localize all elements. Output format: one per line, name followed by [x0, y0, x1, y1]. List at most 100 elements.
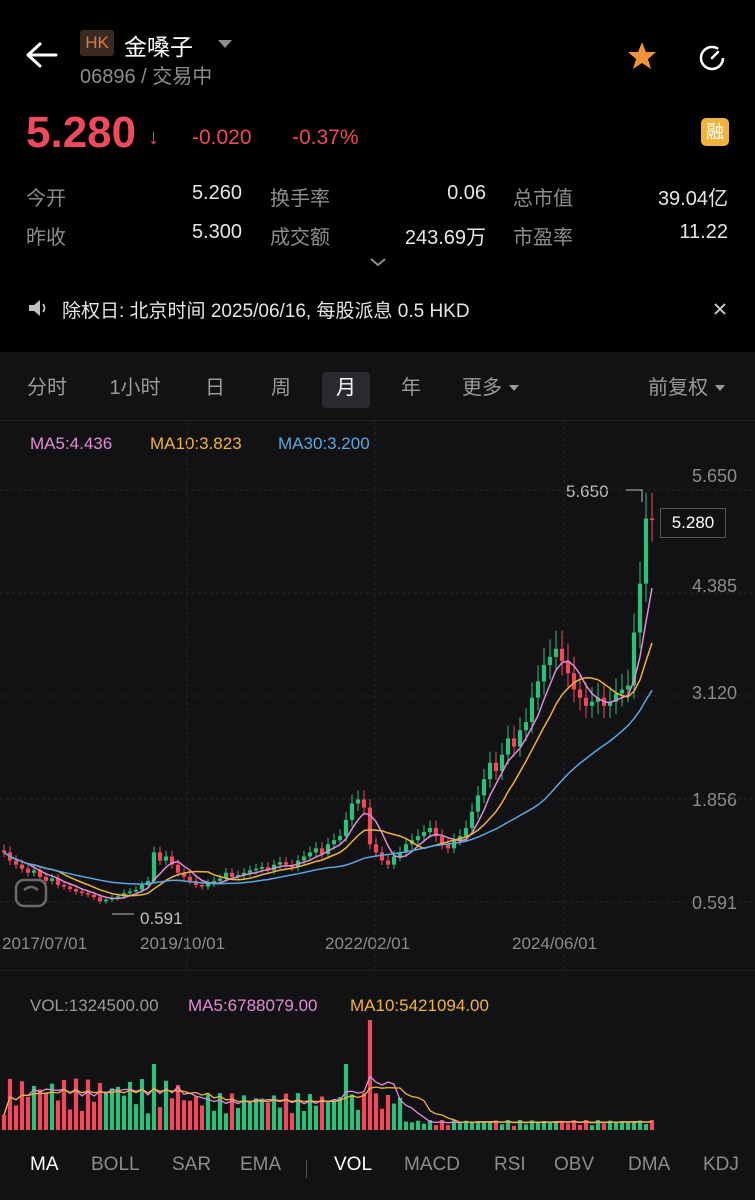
candle-body	[535, 681, 541, 698]
volume-bar	[535, 1123, 541, 1130]
ma5-legend: MA5:4.436	[30, 434, 113, 453]
tab-intraday[interactable]: 分时	[27, 377, 67, 399]
volume-bar	[331, 1100, 337, 1130]
candle-body	[151, 852, 157, 881]
expand-chevron-icon[interactable]	[368, 256, 388, 268]
candle-body	[25, 868, 31, 873]
volume-bar	[25, 1096, 31, 1130]
volume-bar	[85, 1079, 91, 1130]
tab-day[interactable]: 日	[205, 377, 225, 399]
candle-body	[211, 880, 217, 884]
candle-body	[103, 899, 109, 902]
indicator-tab-rsi[interactable]: RSI	[494, 1154, 526, 1175]
stat-turnover-value: 0.06	[447, 182, 486, 204]
ma5-line	[3, 587, 653, 900]
refresh-icon[interactable]	[696, 42, 728, 74]
candle-body	[463, 827, 469, 837]
volume-bar	[115, 1086, 121, 1130]
volume-bar	[217, 1093, 223, 1130]
candle-body	[619, 689, 625, 694]
candlestick-chart[interactable]	[0, 420, 755, 970]
candle-body	[217, 878, 223, 881]
star-icon[interactable]	[626, 40, 658, 72]
candle-body	[589, 701, 595, 706]
volume-bar	[487, 1122, 493, 1130]
volume-bar	[379, 1108, 385, 1130]
price-change-pct: -0.37%	[292, 126, 359, 149]
volume-bar	[127, 1081, 133, 1130]
volume-bar	[1, 1114, 7, 1130]
indicator-tab-dma[interactable]: DMA	[628, 1154, 671, 1175]
volume-bar	[619, 1121, 625, 1130]
indicator-divider	[306, 1160, 307, 1178]
candle-body	[475, 795, 481, 812]
volume-bar	[649, 1120, 655, 1130]
volume-bar	[163, 1080, 169, 1130]
volume-bar	[391, 1103, 397, 1130]
stock-header: HK 金嗓子 06896 / 交易中 5.280 ↓ -0.020 -0.37%…	[0, 0, 755, 340]
indicator-tab-boll[interactable]: BOLL	[91, 1154, 140, 1175]
volume-bar	[211, 1110, 217, 1130]
indicator-tab-kdj[interactable]: KDJ	[703, 1154, 739, 1175]
candle-body	[631, 632, 637, 686]
candle-body	[235, 875, 241, 877]
indicator-tab-macd[interactable]: MACD	[404, 1154, 460, 1175]
volume-bar	[403, 1121, 409, 1130]
adjust-chevron-icon[interactable]	[714, 384, 726, 392]
volume-bar	[259, 1098, 265, 1130]
volume-chart[interactable]	[0, 1020, 755, 1132]
tabs-divider	[0, 420, 755, 421]
candle-body	[139, 884, 145, 890]
volume-bar	[505, 1119, 511, 1130]
volume-bar	[547, 1121, 553, 1130]
candle-body	[163, 856, 169, 861]
volume-bar	[325, 1100, 331, 1130]
candle-body	[199, 884, 205, 887]
indicator-tab-ma[interactable]: MA	[30, 1154, 59, 1175]
indicator-tab-sar[interactable]: SAR	[172, 1154, 212, 1175]
volume-bar	[43, 1092, 49, 1130]
volume-bar	[97, 1082, 103, 1130]
candle-body	[403, 844, 409, 853]
candle-body	[259, 867, 265, 869]
volume-bar	[559, 1120, 565, 1130]
candle-body	[511, 738, 517, 747]
margin-badge[interactable]: 融	[701, 118, 729, 146]
stat-amount-label: 成交额	[270, 227, 330, 249]
candle-body	[115, 896, 121, 899]
indicator-tab-vol[interactable]: VOL	[334, 1154, 373, 1175]
candle-body	[1, 850, 7, 853]
volume-bar	[457, 1123, 463, 1130]
candle-body	[391, 856, 397, 865]
chevron-down-icon[interactable]	[216, 38, 234, 50]
back-arrow-icon[interactable]	[24, 40, 60, 70]
tab-week[interactable]: 周	[271, 377, 291, 399]
candle-body	[187, 876, 193, 881]
volume-bar	[571, 1120, 577, 1130]
tab-1hour[interactable]: 1小时	[109, 377, 161, 399]
candle-body	[637, 583, 643, 633]
high-marker	[626, 489, 643, 502]
candle-body	[145, 880, 151, 885]
volume-bar	[475, 1121, 481, 1130]
volume-bar	[235, 1107, 241, 1130]
candle-body	[127, 891, 133, 894]
candle-body	[73, 889, 79, 892]
tab-month[interactable]: 月	[322, 372, 370, 408]
volume-bar	[199, 1105, 205, 1130]
volume-bar	[193, 1096, 199, 1130]
more-chevron-icon[interactable]	[508, 384, 520, 392]
tab-year[interactable]: 年	[401, 377, 421, 399]
x-tick-label: 2022/02/01	[325, 934, 411, 953]
candle-body	[625, 685, 631, 690]
volume-bar	[151, 1064, 157, 1130]
indicator-tab-obv[interactable]: OBV	[554, 1154, 595, 1175]
candle-body	[547, 656, 553, 666]
candle-body	[649, 518, 655, 521]
indicator-tab-ema[interactable]: EMA	[240, 1154, 282, 1175]
candle-body	[385, 860, 391, 865]
close-icon[interactable]	[712, 301, 728, 317]
adjust-mode-dropdown[interactable]: 前复权	[648, 377, 708, 399]
tab-more[interactable]: 更多	[462, 377, 502, 399]
candle-body	[397, 852, 403, 857]
